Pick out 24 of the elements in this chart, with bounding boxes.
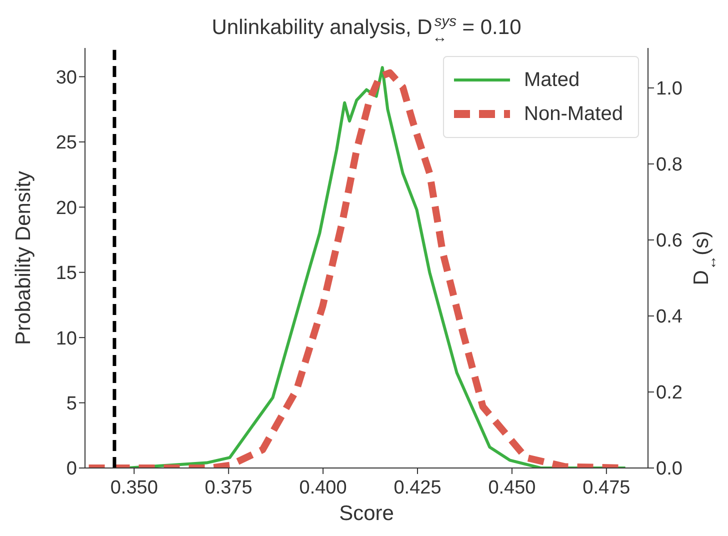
legend-label: Non-Mated	[524, 102, 623, 126]
y2-tick-label: 0.0	[656, 458, 682, 480]
y2-tick-label: 0.2	[656, 382, 682, 404]
y-axis-title: Probability Density	[12, 170, 35, 345]
chart-title: Unlinkability analysis, D$_{↔}$$^{sys}$ = 0.10	[212, 14, 522, 46]
x-tick-label: 0.475	[582, 477, 630, 498]
y-tick-label: 10	[56, 328, 77, 350]
y2-tick-label: 0.4	[656, 306, 683, 328]
y2-tick-label: 0.8	[656, 154, 682, 176]
x-tick-label: 0.375	[204, 477, 252, 498]
y-tick-label: 0	[66, 458, 77, 480]
x-axis-title: Score	[339, 502, 394, 525]
x-tick-label: 0.450	[488, 477, 536, 498]
x-tick-label: 0.400	[299, 477, 347, 498]
y-tick-label: 15	[56, 263, 77, 284]
y-tick-label: 20	[56, 198, 77, 219]
y2-tick-label: 1.0	[656, 78, 682, 100]
y-tick-label: 30	[56, 67, 77, 88]
legend-label: Mated	[524, 68, 580, 92]
y2-tick-label: 0.6	[656, 230, 682, 252]
y-tick-label: 5	[66, 394, 77, 415]
x-tick-label: 0.425	[394, 477, 442, 498]
y-tick-label: 25	[56, 132, 77, 154]
x-tick-label: 0.350	[110, 477, 158, 498]
